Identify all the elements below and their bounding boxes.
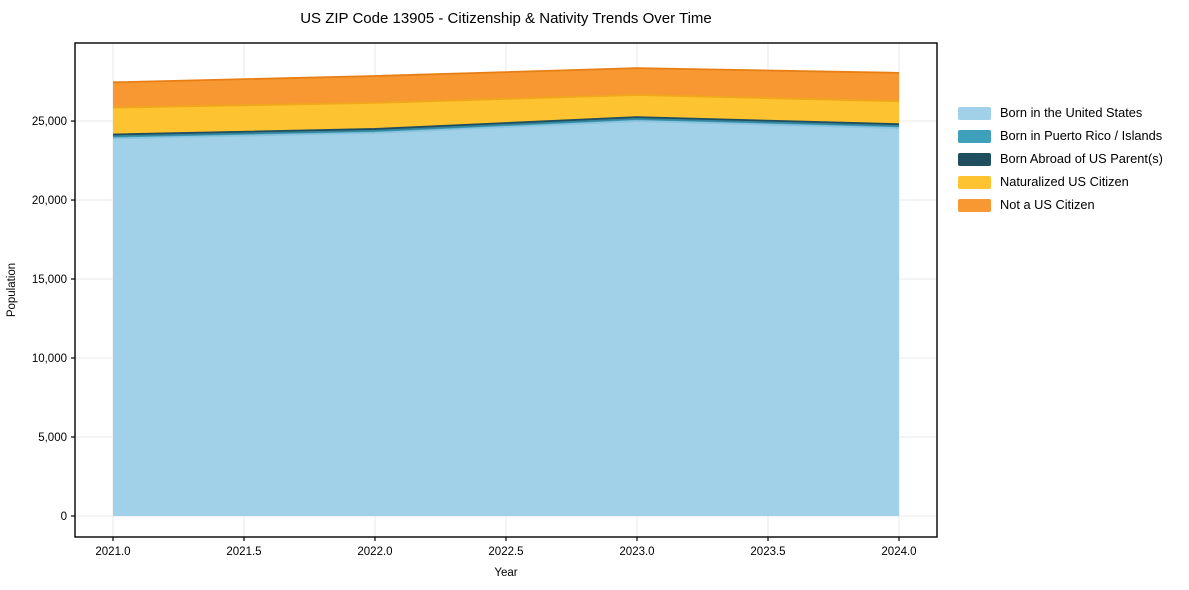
- area-edge-born-abroad-of-us-parent-s: [112, 116, 900, 136]
- y-tick-label: 25,000: [32, 116, 67, 128]
- area-edge-born-in-puerto-rico-islands: [112, 117, 900, 137]
- legend-item-born-in-the-united-states: Born in the United States: [958, 106, 1163, 121]
- y-tick-label: 20,000: [32, 195, 67, 207]
- chart-title: US ZIP Code 13905 - Citizenship & Nativi…: [300, 10, 712, 27]
- legend-swatch: [958, 175, 991, 189]
- legend-label: Born in Puerto Rico / Islands: [1000, 127, 1163, 143]
- x-tick-label: 2021.0: [95, 546, 130, 558]
- area-edge-born-in-the-united-states: [112, 120, 900, 140]
- area-edge-not-a-us-citizen: [112, 67, 900, 84]
- x-tick-label: 2023.5: [750, 546, 785, 558]
- x-tick-label: 2021.5: [226, 546, 261, 558]
- y-tick-label: 10,000: [32, 353, 67, 365]
- area-born-in-the-united-states: [112, 121, 900, 516]
- legend-swatch: [958, 106, 991, 120]
- legend-item-born-abroad-of-us-parent-s: Born Abroad of US Parent(s): [958, 152, 1163, 167]
- x-axis-label: Year: [494, 567, 517, 579]
- legend-item-naturalized-us-citizen: Naturalized US Citizen: [958, 175, 1163, 190]
- legend-item-not-a-us-citizen: Not a US Citizen: [958, 198, 1163, 213]
- legend-swatch: [958, 129, 991, 143]
- plot-layer: 2021.0 2021.5 2022.0 2022.5 2023.0 2023.5 2024…: [32, 42, 938, 558]
- legend-label: Naturalized US Citizen: [1000, 173, 1129, 189]
- x-tick-label: 2022.5: [488, 546, 523, 558]
- legend-swatch: [958, 198, 991, 212]
- y-axis-label: Population: [6, 263, 18, 317]
- legend-label: Born Abroad of US Parent(s): [1000, 150, 1163, 166]
- y-tick-label: 5,000: [38, 432, 67, 444]
- legend: Born in the United States Born in Puerto …: [958, 106, 1163, 221]
- legend-label: Not a US Citizen: [1000, 196, 1095, 212]
- x-tick-label: 2024.0: [881, 546, 916, 558]
- y-tick-label: 15,000: [32, 274, 67, 286]
- area-edge-naturalized-us-citizen: [112, 94, 900, 109]
- legend-item-born-in-puerto-rico-islands: Born in Puerto Rico / Islands: [958, 129, 1163, 144]
- x-tick-label: 2023.0: [619, 546, 654, 558]
- y-tick-label: 0: [61, 511, 67, 523]
- x-tick-label: 2022.0: [357, 546, 392, 558]
- legend-label: Born in the United States: [1000, 104, 1143, 120]
- legend-swatch: [958, 152, 991, 166]
